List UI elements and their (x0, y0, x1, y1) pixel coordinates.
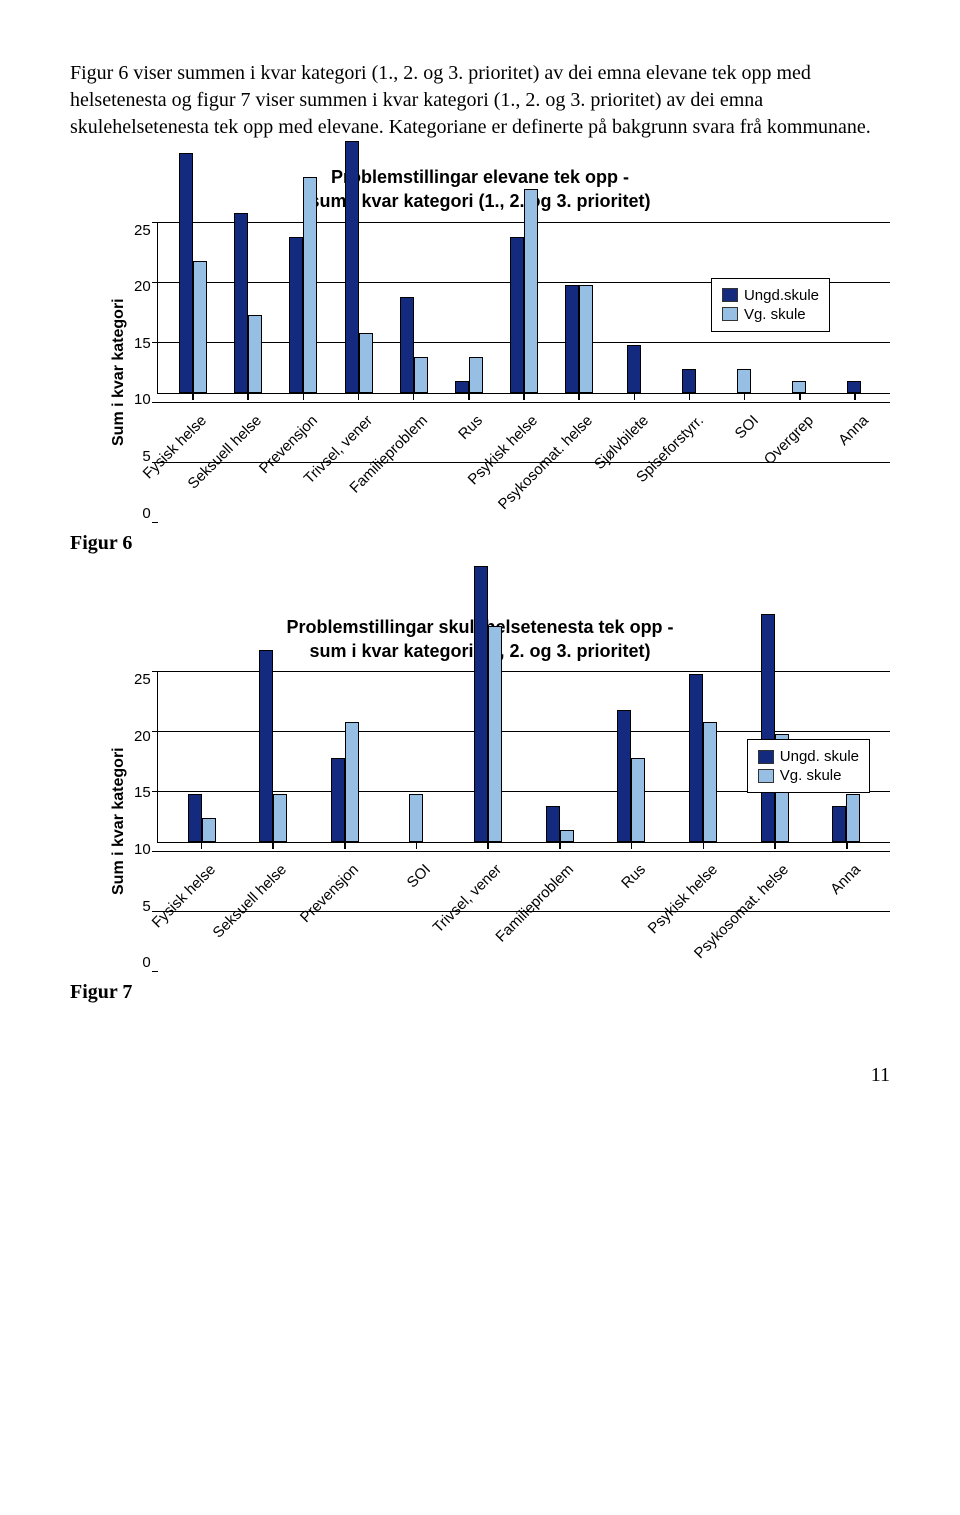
legend-swatch (722, 307, 738, 321)
y-tick-label: 0 (142, 954, 150, 971)
y-tick-label: 25 (134, 222, 151, 239)
x-axis-label: Fysisk helse (148, 861, 218, 931)
y-tick-label: 20 (134, 278, 151, 295)
bar-series2 (488, 626, 502, 842)
bar-series2 (414, 357, 428, 393)
bar-series1 (689, 674, 703, 842)
bar-series1 (847, 381, 861, 393)
bar-group (276, 177, 331, 393)
figure-6-label: Figur 6 (70, 532, 890, 555)
bar-series2 (631, 758, 645, 842)
bar-group (381, 794, 453, 842)
y-axis-label: Sum i kvar kategori (110, 222, 128, 522)
y-tick-label: 10 (134, 391, 151, 408)
bar-group (717, 369, 772, 393)
legend-label: Ungd.skule (744, 287, 819, 304)
bar-group (606, 345, 661, 393)
y-tick-label: 20 (134, 728, 151, 745)
bar-group (595, 710, 667, 842)
bar-series2 (524, 189, 538, 393)
bar-series2 (345, 722, 359, 842)
chart1: Sum i kvar kategori2520151050Ungd.skuleV… (110, 222, 890, 522)
bar-group (739, 614, 811, 842)
figure-7-label: Figur 7 (70, 981, 890, 1004)
bar-group (441, 357, 496, 393)
x-axis-label: Rus (618, 861, 649, 892)
bar-series2 (359, 333, 373, 393)
bar-group (772, 381, 827, 393)
bar-series2 (703, 722, 717, 842)
bar-series2 (303, 177, 317, 393)
bar-series1 (455, 381, 469, 393)
bar-series1 (474, 566, 488, 842)
legend-swatch (758, 750, 774, 764)
bar-series2 (273, 794, 287, 842)
x-axis-label: Rus (455, 412, 486, 443)
bar-series1 (546, 806, 560, 842)
bar-group (386, 297, 441, 393)
x-axis-label: SOI (732, 412, 762, 442)
bar-series1 (188, 794, 202, 842)
bar-group (237, 650, 309, 842)
bar-series1 (510, 237, 524, 393)
bar-group (524, 806, 596, 842)
legend: Ungd. skule Vg. skule (747, 739, 870, 793)
legend-label: Ungd. skule (780, 748, 859, 765)
bar-group (221, 213, 276, 393)
x-axis-label: Anna (836, 412, 873, 449)
bar-series2 (579, 285, 593, 393)
bar-group (810, 794, 882, 842)
legend-swatch (722, 288, 738, 302)
bar-series1 (289, 237, 303, 393)
bar-series2 (737, 369, 751, 393)
y-tick-label: 25 (134, 671, 151, 688)
x-axis-label: SOI (403, 861, 433, 891)
bar-series2 (409, 794, 423, 842)
bar-series1 (832, 806, 846, 842)
bar-series1 (617, 710, 631, 842)
bar-group (166, 794, 238, 842)
bar-group (662, 369, 717, 393)
legend: Ungd.skule Vg. skule (711, 278, 830, 332)
bar-series1 (627, 345, 641, 393)
bar-series2 (202, 818, 216, 842)
bar-series1 (234, 213, 248, 393)
bar-series1 (179, 153, 193, 393)
bar-group (827, 381, 882, 393)
bar-series2 (248, 315, 262, 393)
legend-swatch (758, 769, 774, 783)
bar-series1 (345, 141, 359, 393)
y-tick-label: 10 (134, 841, 151, 858)
bar-series1 (331, 758, 345, 842)
bar-group (452, 566, 524, 842)
bar-group (496, 189, 551, 393)
x-axis-label: Anna (827, 861, 864, 898)
chart2: Sum i kvar kategori 25 20 15 10 5 0 Ungd. skule… (110, 671, 890, 971)
y-tick-label: 5 (142, 898, 150, 915)
legend-label: Vg. skule (780, 767, 842, 784)
bar-series1 (565, 285, 579, 393)
y-tick-label: 0 (142, 505, 150, 522)
bar-series1 (761, 614, 775, 842)
bar-series2 (193, 261, 207, 393)
bar-group (166, 153, 221, 393)
bar-group (309, 722, 381, 842)
bar-series1 (259, 650, 273, 842)
y-axis-label: Sum i kvar kategori (110, 671, 128, 971)
y-tick-label: 15 (134, 784, 151, 801)
intro-paragraph: Figur 6 viser summen i kvar kategori (1.… (70, 60, 890, 141)
bar-series2 (846, 794, 860, 842)
bar-series1 (682, 369, 696, 393)
page-number: 11 (70, 1064, 890, 1087)
y-tick-label: 15 (134, 335, 151, 352)
bar-group (551, 285, 606, 393)
bar-series2 (469, 357, 483, 393)
bar-group (331, 141, 386, 393)
bar-series2 (792, 381, 806, 393)
bar-series2 (560, 830, 574, 842)
bar-group (667, 674, 739, 842)
legend-label: Vg. skule (744, 306, 806, 323)
bar-series1 (400, 297, 414, 393)
